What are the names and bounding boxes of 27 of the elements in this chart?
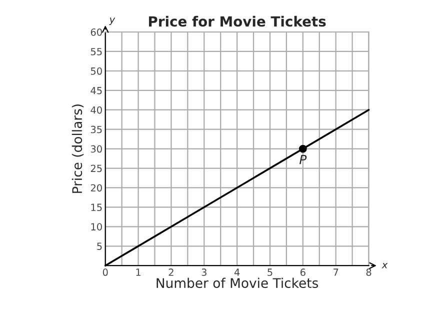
y-tick-label: 20	[90, 184, 102, 192]
x-tick-label: 3	[202, 268, 206, 276]
y-tick-label: 55	[90, 48, 102, 56]
y-tick-label: 25	[90, 164, 102, 172]
y-tick-label: 35	[90, 126, 102, 134]
y-tick-label: 50	[90, 67, 102, 75]
x-tick-label: 5	[268, 268, 272, 276]
x-tick-label: 8	[366, 268, 372, 276]
y-tick-label: 45	[90, 87, 102, 94]
annotation: P	[299, 154, 307, 164]
x-tick-label: 4	[234, 268, 240, 276]
y-tick-label: 40	[90, 106, 102, 114]
chart-title: Price for Movie Tickets	[149, 16, 326, 27]
y-tick-label: 5	[97, 242, 102, 250]
x-tick-label: 1	[136, 268, 140, 276]
x-axis-title: Number of Movie Tickets	[156, 278, 318, 288]
x-tick-label: 0	[102, 268, 108, 276]
x-tick-label: 2	[168, 268, 174, 276]
text: y	[109, 18, 116, 26]
y-tick-label: 30	[90, 145, 102, 153]
text: x	[382, 262, 388, 268]
y-tick-label: 10	[91, 223, 102, 230]
x-tick-label: 6	[300, 268, 306, 276]
x-tick-label: 7	[334, 268, 338, 276]
y-tick-label: 15	[91, 204, 102, 212]
y-axis-title: Price (dollars)	[72, 104, 84, 193]
y-tick-label: 60	[90, 28, 102, 36]
